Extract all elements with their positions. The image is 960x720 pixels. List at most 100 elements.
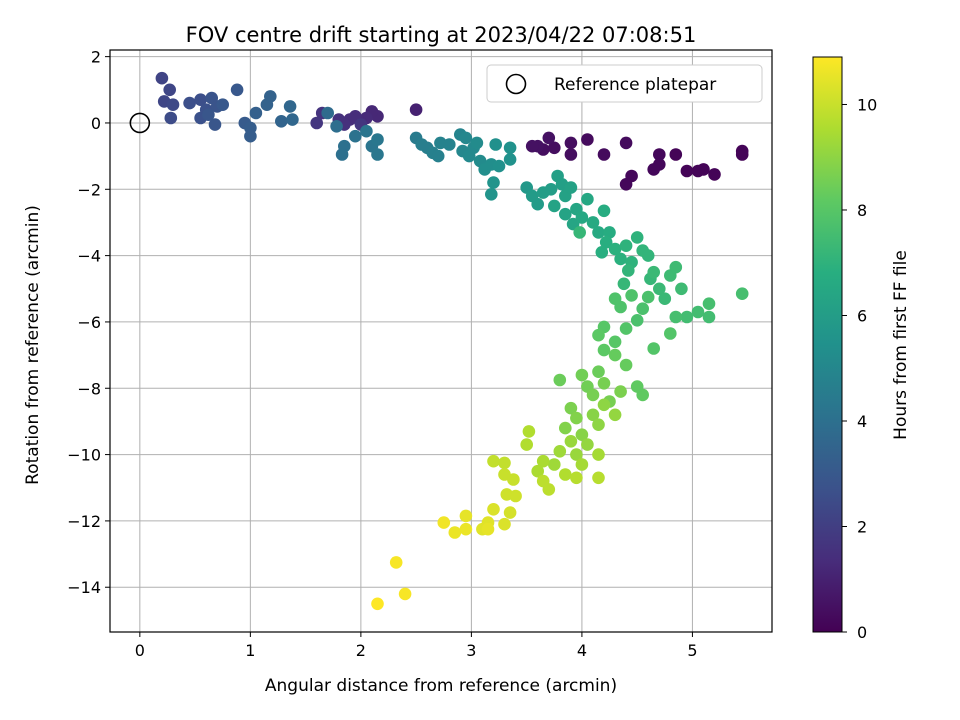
x-tick-label: 2 xyxy=(356,641,366,660)
data-point xyxy=(592,448,605,461)
data-point xyxy=(735,144,749,158)
data-point xyxy=(614,252,627,266)
data-point xyxy=(619,358,633,372)
y-axis: 2 0 −2 −4 −6 −8 −10 −12 −14 xyxy=(67,48,110,597)
data-point xyxy=(575,211,589,224)
data-point xyxy=(564,148,578,161)
data-point xyxy=(559,468,572,481)
data-point xyxy=(553,445,567,458)
data-point xyxy=(575,428,589,442)
data-point xyxy=(573,226,586,239)
y-axis-label: Rotation from reference (arcmin) xyxy=(23,205,43,485)
data-point xyxy=(564,181,578,194)
data-point xyxy=(335,148,349,161)
colorbar-tick-label: 10 xyxy=(857,95,877,114)
data-point xyxy=(437,516,451,529)
data-point xyxy=(544,183,558,196)
data-point xyxy=(459,509,473,523)
data-point xyxy=(647,163,660,176)
data-point xyxy=(389,556,403,569)
data-point xyxy=(625,289,638,302)
data-point xyxy=(283,100,297,113)
data-point xyxy=(443,138,456,151)
data-point xyxy=(608,408,622,422)
data-point xyxy=(559,421,572,435)
colorbar-tick-label: 8 xyxy=(857,201,867,220)
colorbar-tick-label: 4 xyxy=(857,412,867,431)
y-tick-label: 2 xyxy=(91,48,101,67)
data-point xyxy=(619,136,633,150)
data-point xyxy=(630,231,644,244)
data-point xyxy=(503,153,517,166)
data-point xyxy=(597,343,611,357)
legend-label-reference: Reference platepar xyxy=(554,75,716,95)
data-point xyxy=(641,290,655,304)
data-point xyxy=(166,98,180,111)
data-point xyxy=(586,408,600,422)
data-point xyxy=(669,148,683,161)
data-point xyxy=(564,435,578,448)
data-point xyxy=(630,380,644,393)
data-point xyxy=(570,471,583,485)
data-point xyxy=(592,471,605,485)
data-point xyxy=(481,522,495,536)
data-point xyxy=(617,277,631,291)
data-point xyxy=(264,90,277,103)
data-point xyxy=(398,587,412,601)
data-point xyxy=(507,473,520,486)
data-point xyxy=(349,129,362,143)
data-point xyxy=(485,188,498,201)
data-point xyxy=(675,282,688,296)
data-point xyxy=(330,120,343,133)
data-point xyxy=(708,168,721,181)
y-tick-label: −10 xyxy=(67,446,101,465)
x-tick-label: 0 xyxy=(135,641,145,660)
data-point xyxy=(658,292,672,306)
data-point xyxy=(230,83,244,97)
data-point xyxy=(164,111,178,125)
data-point xyxy=(559,207,572,221)
colorbar-label: Hours from first FF file xyxy=(891,250,911,440)
data-point xyxy=(608,348,622,362)
data-point xyxy=(622,264,635,277)
data-point xyxy=(608,292,622,306)
data-point xyxy=(498,456,511,470)
y-tick-label: −6 xyxy=(77,313,101,332)
chart-title: FOV centre drift starting at 2023/04/22 … xyxy=(186,23,697,47)
data-point xyxy=(586,388,600,402)
data-point xyxy=(575,368,589,382)
data-point xyxy=(619,239,633,252)
data-point xyxy=(597,204,611,218)
data-point xyxy=(202,108,215,121)
x-tick-label: 3 xyxy=(466,641,476,660)
data-point xyxy=(155,71,169,85)
data-point xyxy=(503,506,517,519)
data-point xyxy=(459,131,473,145)
data-point xyxy=(520,438,533,451)
data-point xyxy=(522,425,536,438)
data-point xyxy=(459,522,473,536)
data-point xyxy=(702,310,716,324)
data-point xyxy=(321,106,335,120)
data-point xyxy=(581,438,594,451)
data-point xyxy=(487,454,500,468)
legend: Reference platepar xyxy=(486,64,763,103)
data-point xyxy=(525,139,539,153)
data-point xyxy=(498,517,511,531)
data-point xyxy=(487,176,500,189)
x-tick-label: 5 xyxy=(687,641,697,660)
data-point xyxy=(581,133,594,146)
colorbar-gradient xyxy=(812,56,843,633)
data-point xyxy=(680,164,694,178)
data-point xyxy=(489,138,503,151)
legend-marker-reference xyxy=(505,73,527,95)
data-point xyxy=(592,418,605,432)
y-tick-label: −14 xyxy=(67,578,101,597)
data-point xyxy=(531,464,544,478)
y-tick-label: −12 xyxy=(67,512,101,531)
data-point xyxy=(448,526,462,539)
data-point xyxy=(492,159,506,173)
data-point xyxy=(592,328,605,342)
data-point xyxy=(249,106,263,120)
